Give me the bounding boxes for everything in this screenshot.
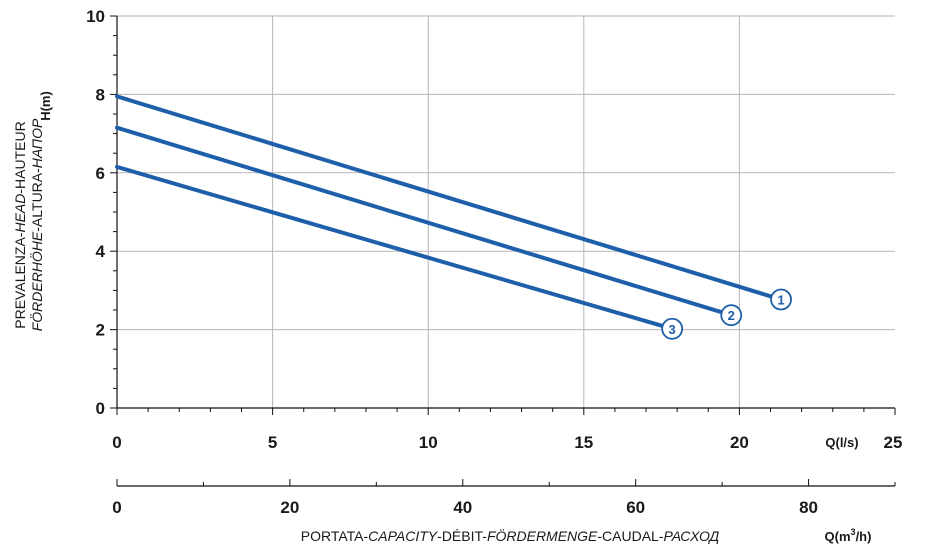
pump-curves: 1 2 3: [115, 94, 792, 340]
curve-badge-label: 1: [777, 292, 784, 307]
x-tick-label: 15: [574, 433, 593, 452]
grid-lines: [117, 15, 895, 408]
axis-labels: 0 2 4 6 8 10 0 5 10 15 20 25 0 20 40 60 80: [86, 7, 902, 517]
x-tick-label: 5: [268, 433, 277, 452]
y-tick-label: 4: [96, 242, 106, 261]
y-tick-label: 6: [96, 164, 105, 183]
y-unit-label: H(m): [38, 91, 53, 121]
y-tick-label: 0: [96, 399, 105, 418]
x2-tick-label: 40: [453, 498, 472, 517]
x2-unit-label: Q(m3/h): [825, 527, 872, 544]
y-axis-title-line-2: FÖRDERHÖHE-ALTURA-НАПОР: [28, 118, 45, 331]
x2-tick-label: 0: [112, 498, 121, 517]
y-axis-title-line-1: PREVALENZA-HEAD-HAUTEUR: [12, 121, 28, 328]
curve-badge-3: [661, 317, 684, 340]
plot-frame: [110, 15, 896, 487]
x-unit-label: Q(l/s): [825, 435, 858, 450]
x-tick-label: 25: [884, 433, 903, 452]
x-tick-label: 0: [112, 433, 121, 452]
curve-badge-2: [720, 304, 743, 327]
y-tick-label: 2: [96, 321, 105, 340]
pump-curve-1: [115, 94, 773, 299]
curve-badge-label: 3: [669, 322, 676, 337]
curve-badge-label: 2: [728, 308, 735, 323]
y-tick-label: 10: [86, 7, 105, 26]
pump-curve-3: [115, 164, 664, 328]
pump-curve-2: [115, 125, 723, 314]
x2-tick-label: 60: [626, 498, 645, 517]
y-tick-label: 8: [96, 85, 105, 104]
x-tick-label: 20: [730, 433, 749, 452]
x2-tick-label: 20: [280, 498, 299, 517]
curve-badge-1: [770, 288, 792, 311]
x-tick-label: 10: [419, 433, 438, 452]
x-axis-title: PORTATA-CAPACITY-DÉBIT-FÖRDERMENGE-CAUDA…: [301, 527, 720, 544]
x2-tick-label: 80: [799, 498, 818, 517]
